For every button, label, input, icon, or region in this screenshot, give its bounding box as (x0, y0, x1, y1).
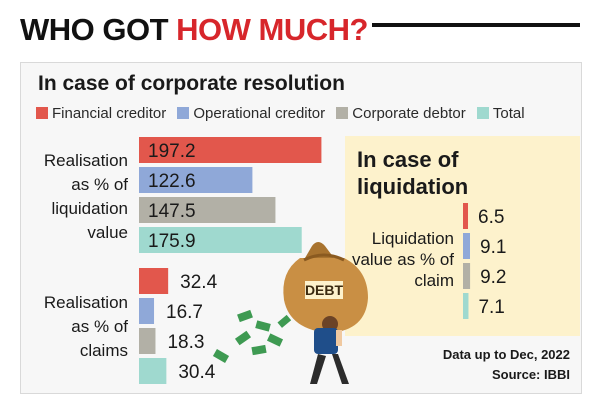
legend-swatch-financial (36, 107, 48, 119)
liq-value-value-operational: 122.6 (148, 171, 196, 192)
claims-bar-operational (139, 298, 155, 324)
legend-label-corporate: Corporate debtor (352, 105, 466, 122)
legend-swatch-operational (177, 107, 190, 119)
claims-value-corporate: 18.3 (167, 332, 204, 353)
liquidation-title: In case of liquidation (357, 147, 469, 199)
legend-item-operational: Operational creditor (177, 105, 325, 122)
data-note: Data up to Dec, 2022 (442, 347, 570, 362)
group-label-liquidation-value: Realisation as % of liquidation value (43, 151, 128, 242)
claims-value-total: 30.4 (178, 362, 215, 383)
liquidation-bar-operational (463, 233, 471, 259)
legend: Financial creditor Operational creditor … (36, 105, 532, 125)
claims-bar-total (139, 358, 167, 384)
legend-label-financial: Financial creditor (52, 105, 167, 122)
bag-text: DEBT (305, 282, 344, 298)
liq-value-bar-financial (139, 137, 322, 163)
liquidation-value-financial: 6.5 (478, 207, 504, 228)
liq-value-bar-operational (139, 167, 253, 193)
title-rule (372, 23, 580, 27)
liquidation-bar-corporate (463, 263, 471, 289)
chart-subtitle: In case of corporate resolution (38, 72, 345, 95)
liquidation-value-corporate: 9.2 (480, 267, 506, 288)
legend-swatch-corporate (336, 107, 349, 119)
liq-value-value-corporate: 147.5 (148, 201, 196, 222)
legend-label-total: Total (492, 105, 525, 122)
source-note: Source: IBBI (491, 367, 570, 382)
liq-value-bar-total (139, 227, 302, 253)
liq-value-value-total: 175.9 (148, 231, 196, 252)
claims-value-operational: 16.7 (166, 302, 203, 323)
liquidation-group-label: Liquidation value as % of claim (351, 229, 454, 290)
legend-item-corporate: Corporate debtor (336, 105, 466, 122)
title-part-2: HOW MUCH? (176, 12, 368, 47)
liquidation-panel (345, 136, 580, 336)
claims-bar-financial (139, 268, 169, 294)
liq-value-value-financial: 197.2 (148, 141, 196, 162)
legend-label-operational: Operational creditor (193, 105, 326, 122)
liquidation-bar-financial (463, 203, 469, 229)
legend-swatch-total (476, 107, 489, 119)
liquidation-value-operational: 9.1 (480, 237, 506, 258)
liquidation-bar-total (463, 293, 469, 319)
page-title: WHO GOT HOW MUCH? (20, 12, 368, 48)
claims-value-financial: 32.4 (180, 272, 217, 293)
liq-value-bar-corporate (139, 197, 276, 223)
man-carrying-debt-bag-icon (212, 242, 368, 384)
legend-item-financial: Financial creditor (36, 105, 166, 122)
liquidation-value-total: 7.1 (478, 297, 504, 318)
legend-item-total: Total (476, 105, 525, 122)
group-label-claims: Realisation as % of claims (43, 293, 128, 360)
title-part-1: WHO GOT (20, 12, 169, 47)
claims-bar-corporate (139, 328, 156, 354)
